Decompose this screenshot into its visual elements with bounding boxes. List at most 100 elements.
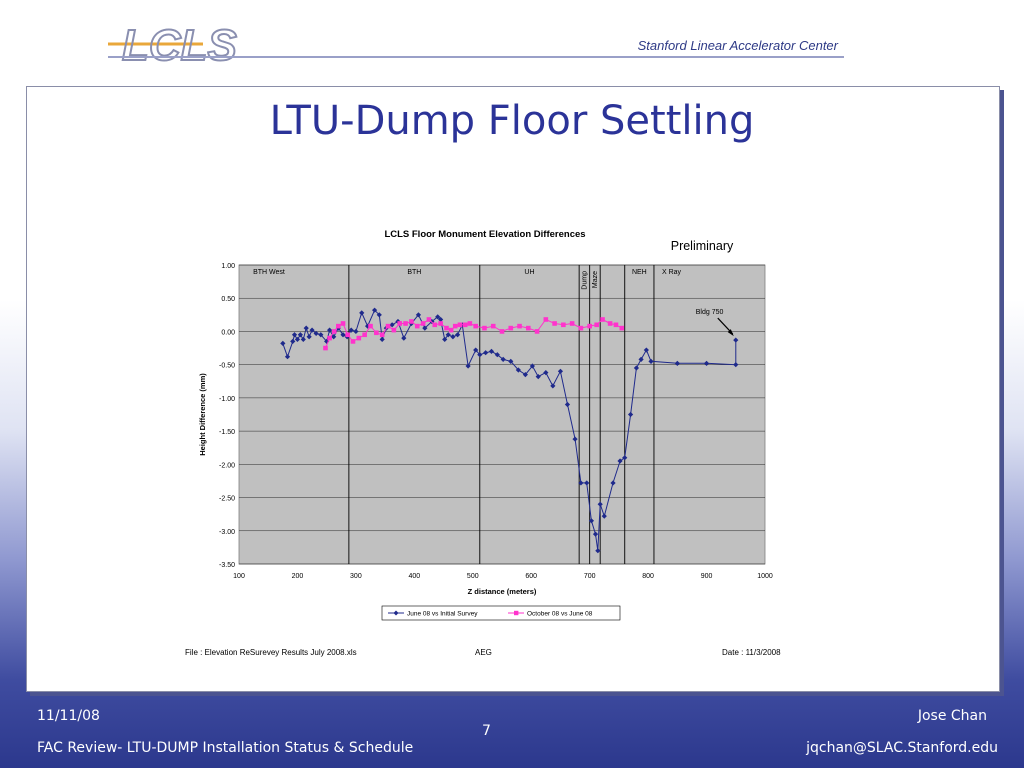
- region-label: Maze: [592, 271, 599, 288]
- data-point: [368, 323, 373, 329]
- data-point: [362, 332, 367, 338]
- data-point: [457, 322, 463, 328]
- data-point: [465, 363, 471, 369]
- presenter-name: Jose Chan: [917, 708, 987, 724]
- data-point: [584, 480, 590, 486]
- legend-swatch-marker: [393, 610, 399, 616]
- data-point: [733, 337, 739, 343]
- x-tick-label: 500: [467, 573, 479, 580]
- x-tick-label: 100: [233, 573, 245, 580]
- x-tick-label: 800: [642, 573, 654, 580]
- data-point: [594, 322, 599, 328]
- series-line: [282, 309, 737, 551]
- data-point: [389, 322, 395, 328]
- data-point: [578, 480, 584, 486]
- data-point: [526, 325, 531, 331]
- x-tick-label: 700: [584, 573, 596, 580]
- legend-box: [381, 605, 621, 621]
- data-point: [595, 548, 601, 554]
- data-point: [450, 334, 456, 340]
- data-point: [432, 322, 438, 328]
- data-point: [543, 317, 549, 322]
- bldg-annotation: Bldg 750: [696, 309, 724, 316]
- y-tick-label: -2.00: [219, 462, 235, 469]
- data-point: [291, 332, 298, 338]
- data-point: [578, 325, 584, 331]
- header-rule: [108, 56, 844, 58]
- data-point: [643, 347, 649, 353]
- data-point: [517, 323, 522, 329]
- region-label: BTH: [407, 269, 421, 276]
- elevation-chart: LCLS Floor Monument Elevation Difference…: [185, 229, 781, 657]
- data-point: [483, 350, 489, 356]
- data-point: [345, 332, 351, 338]
- footer-date: 11/11/08: [37, 708, 100, 724]
- data-point: [529, 363, 535, 369]
- plot-area: [238, 264, 766, 565]
- data-point: [409, 319, 414, 324]
- data-point: [327, 335, 332, 341]
- region-label: NEH: [632, 269, 647, 276]
- data-point: [610, 480, 616, 486]
- data-point: [462, 322, 468, 328]
- y-tick-label: -1.00: [219, 396, 235, 403]
- data-point: [297, 332, 303, 338]
- data-point: [374, 330, 379, 336]
- data-point: [619, 325, 625, 331]
- y-tick-label: -3.00: [219, 529, 235, 536]
- data-point: [613, 322, 619, 328]
- logo-text: LCLS: [122, 21, 237, 70]
- region-label: X Ray: [662, 269, 682, 276]
- data-point: [535, 374, 541, 380]
- data-point: [426, 317, 432, 322]
- data-point: [438, 316, 444, 323]
- data-point: [452, 323, 458, 329]
- data-point: [444, 325, 449, 331]
- region-label: UH: [524, 269, 534, 276]
- data-point: [415, 312, 422, 318]
- page-number: 7: [482, 723, 491, 739]
- chart-title: LCLS Floor Monument Elevation Difference…: [384, 229, 585, 240]
- data-point: [607, 321, 613, 326]
- data-point: [600, 317, 605, 322]
- organization-name: Stanford Linear Accelerator Center: [637, 38, 838, 53]
- data-point: [318, 332, 324, 338]
- legend-swatch-marker: [514, 610, 519, 616]
- x-tick-label: 400: [408, 573, 420, 580]
- preliminary-label: Preliminary: [671, 239, 734, 253]
- data-point: [340, 321, 346, 326]
- data-point: [482, 325, 487, 331]
- presenter-email: jqchan@SLAC.Stanford.edu: [806, 740, 998, 756]
- data-point: [403, 321, 408, 326]
- data-point: [414, 323, 420, 329]
- data-point: [340, 332, 346, 338]
- data-point: [467, 321, 473, 326]
- data-point: [587, 323, 592, 329]
- annotation-arrowhead: [727, 329, 734, 337]
- chart-footnote-author: AEG: [475, 648, 492, 657]
- slide-header: LCLS Stanford Linear Accelerator Center: [0, 0, 1024, 85]
- data-point: [350, 339, 356, 344]
- y-axis-title: Height Difference (mm): [198, 373, 207, 456]
- data-point: [323, 345, 328, 351]
- data-point: [420, 321, 426, 326]
- data-point: [379, 332, 385, 338]
- data-point: [592, 531, 599, 537]
- data-point: [391, 327, 397, 333]
- data-point: [617, 458, 623, 464]
- data-point: [633, 365, 640, 371]
- chart-footnote-file: File : Elevation ReSurevey Results July …: [185, 648, 357, 657]
- data-point: [561, 322, 566, 328]
- slide-title: LTU-Dump Floor Settling: [269, 98, 755, 144]
- chart-footnote-date: Date : 11/3/2008: [722, 648, 781, 657]
- legend-label: October 08 vs June 08: [527, 611, 593, 618]
- x-tick-label: 300: [350, 573, 362, 580]
- region-label: Dump: [581, 271, 588, 290]
- x-tick-label: 900: [701, 573, 713, 580]
- data-point: [552, 321, 557, 326]
- legend-label: June 08 vs Initial Survey: [407, 611, 478, 618]
- data-point: [588, 518, 595, 524]
- data-point: [490, 323, 496, 329]
- data-point: [515, 367, 521, 373]
- data-point: [473, 323, 478, 329]
